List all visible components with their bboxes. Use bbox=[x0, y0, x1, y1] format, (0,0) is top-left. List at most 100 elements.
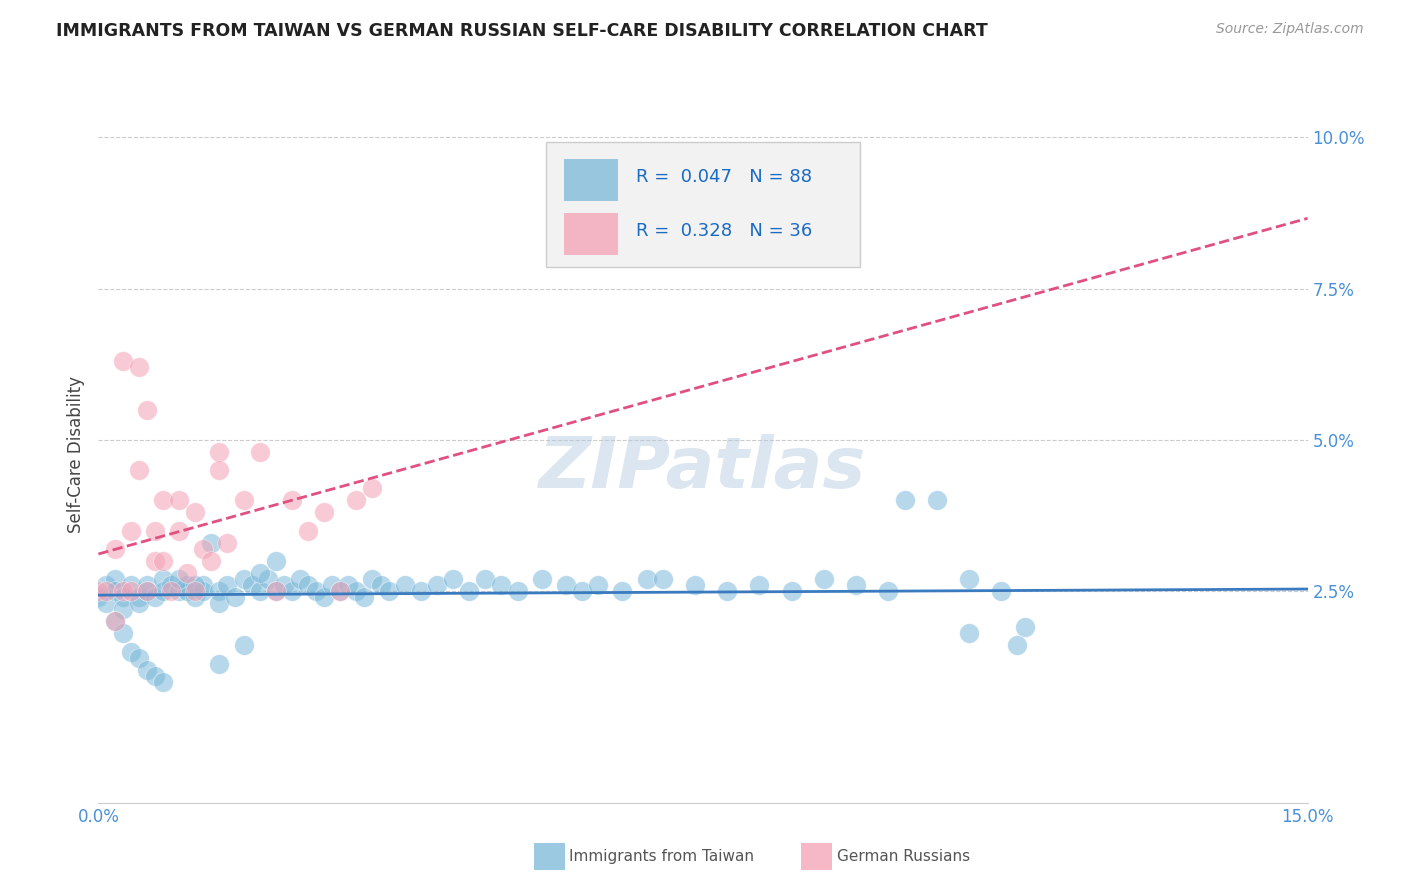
Text: German Russians: German Russians bbox=[837, 849, 970, 863]
Point bbox=[208, 584, 231, 599]
FancyBboxPatch shape bbox=[564, 159, 619, 201]
Point bbox=[232, 572, 254, 586]
Point bbox=[167, 584, 190, 599]
Point bbox=[167, 524, 190, 538]
Point bbox=[87, 584, 110, 599]
Point bbox=[256, 572, 278, 586]
Point bbox=[925, 493, 948, 508]
Text: Source: ZipAtlas.com: Source: ZipAtlas.com bbox=[1216, 22, 1364, 37]
Point bbox=[314, 505, 336, 519]
Point bbox=[344, 493, 367, 508]
Point bbox=[264, 584, 287, 599]
Text: R =  0.047   N = 88: R = 0.047 N = 88 bbox=[637, 168, 813, 186]
Point bbox=[135, 584, 157, 599]
Point bbox=[208, 463, 231, 477]
Point bbox=[353, 590, 375, 604]
Point bbox=[152, 572, 174, 586]
Point bbox=[530, 572, 553, 586]
Point bbox=[120, 584, 142, 599]
Point bbox=[128, 463, 150, 477]
Point bbox=[135, 578, 157, 592]
Point bbox=[160, 584, 183, 599]
Point bbox=[281, 493, 304, 508]
Point bbox=[813, 572, 835, 586]
Point bbox=[152, 674, 174, 689]
Point bbox=[297, 524, 319, 538]
Point bbox=[957, 626, 980, 640]
Point bbox=[394, 578, 416, 592]
Point bbox=[361, 481, 384, 495]
Point bbox=[160, 578, 183, 592]
Point bbox=[281, 584, 304, 599]
Point bbox=[264, 554, 287, 568]
Point bbox=[111, 590, 134, 604]
Point bbox=[426, 578, 449, 592]
Point bbox=[167, 572, 190, 586]
Point bbox=[458, 584, 481, 599]
Point bbox=[716, 584, 738, 599]
Point bbox=[877, 584, 900, 599]
Point bbox=[409, 584, 432, 599]
Point bbox=[184, 584, 207, 599]
Point bbox=[96, 596, 118, 610]
Point bbox=[321, 578, 343, 592]
Point bbox=[193, 541, 215, 556]
Point bbox=[314, 590, 336, 604]
Point bbox=[329, 584, 352, 599]
Point bbox=[683, 578, 706, 592]
Point bbox=[111, 584, 134, 599]
Point bbox=[273, 578, 295, 592]
Point bbox=[232, 639, 254, 653]
Point bbox=[506, 584, 529, 599]
FancyBboxPatch shape bbox=[564, 213, 619, 254]
Point bbox=[337, 578, 360, 592]
Point bbox=[1007, 639, 1029, 653]
Point bbox=[249, 445, 271, 459]
Point bbox=[491, 578, 513, 592]
Point bbox=[152, 493, 174, 508]
Point bbox=[103, 572, 125, 586]
Point bbox=[305, 584, 328, 599]
Point bbox=[128, 650, 150, 665]
Point bbox=[636, 572, 658, 586]
Point bbox=[120, 524, 142, 538]
Point bbox=[128, 590, 150, 604]
Point bbox=[176, 584, 198, 599]
Point bbox=[208, 657, 231, 671]
Point bbox=[111, 602, 134, 616]
Point bbox=[143, 524, 166, 538]
Point bbox=[184, 578, 207, 592]
Point bbox=[200, 535, 222, 549]
Point bbox=[555, 578, 578, 592]
Point bbox=[474, 572, 496, 586]
Point bbox=[87, 590, 110, 604]
Point bbox=[571, 584, 593, 599]
Point bbox=[370, 578, 392, 592]
Point bbox=[1014, 620, 1036, 634]
Text: ZIPatlas: ZIPatlas bbox=[540, 434, 866, 503]
Point bbox=[184, 505, 207, 519]
Point bbox=[143, 590, 166, 604]
Point bbox=[217, 578, 239, 592]
Point bbox=[103, 615, 125, 629]
Point bbox=[586, 578, 609, 592]
Point bbox=[143, 669, 166, 683]
Text: R =  0.328   N = 36: R = 0.328 N = 36 bbox=[637, 222, 813, 240]
Point bbox=[167, 493, 190, 508]
Point bbox=[240, 578, 263, 592]
Point bbox=[329, 584, 352, 599]
Point bbox=[103, 615, 125, 629]
Point bbox=[184, 590, 207, 604]
Point bbox=[176, 578, 198, 592]
Point bbox=[193, 578, 215, 592]
Point bbox=[111, 354, 134, 368]
Point bbox=[135, 402, 157, 417]
Point bbox=[249, 566, 271, 580]
Point bbox=[232, 493, 254, 508]
Point bbox=[103, 541, 125, 556]
Point bbox=[135, 663, 157, 677]
Point bbox=[128, 596, 150, 610]
Point bbox=[344, 584, 367, 599]
Point bbox=[377, 584, 399, 599]
Point bbox=[193, 584, 215, 599]
